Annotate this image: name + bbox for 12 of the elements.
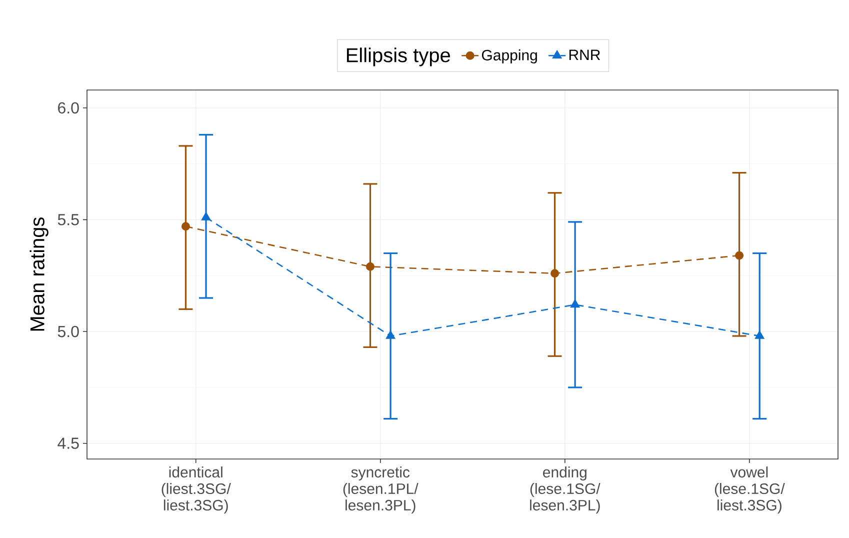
- x-tick-label: syncretic (lesen.1PL/ lesen.3PL): [343, 466, 418, 514]
- legend-label: RNR: [569, 50, 600, 60]
- x-tick-label: ending (lese.1SG/ lesen.3PL): [530, 466, 600, 514]
- y-tick-label: 5.5: [58, 214, 79, 226]
- y-tick-label: 5.0: [58, 326, 79, 338]
- legend-title: Ellipsis type: [346, 48, 450, 66]
- y-tick-label: 6.0: [58, 102, 79, 114]
- y-tick-label: 4.5: [58, 438, 79, 449]
- legend-label: Gapping: [482, 49, 537, 64]
- y-axis-title: Mean ratings: [30, 217, 48, 331]
- x-tick-label: vowel (lese.1SG/ liest.3SG): [714, 466, 785, 514]
- x-tick-label: identical (liest.3SG/ liest.3SG): [162, 466, 231, 514]
